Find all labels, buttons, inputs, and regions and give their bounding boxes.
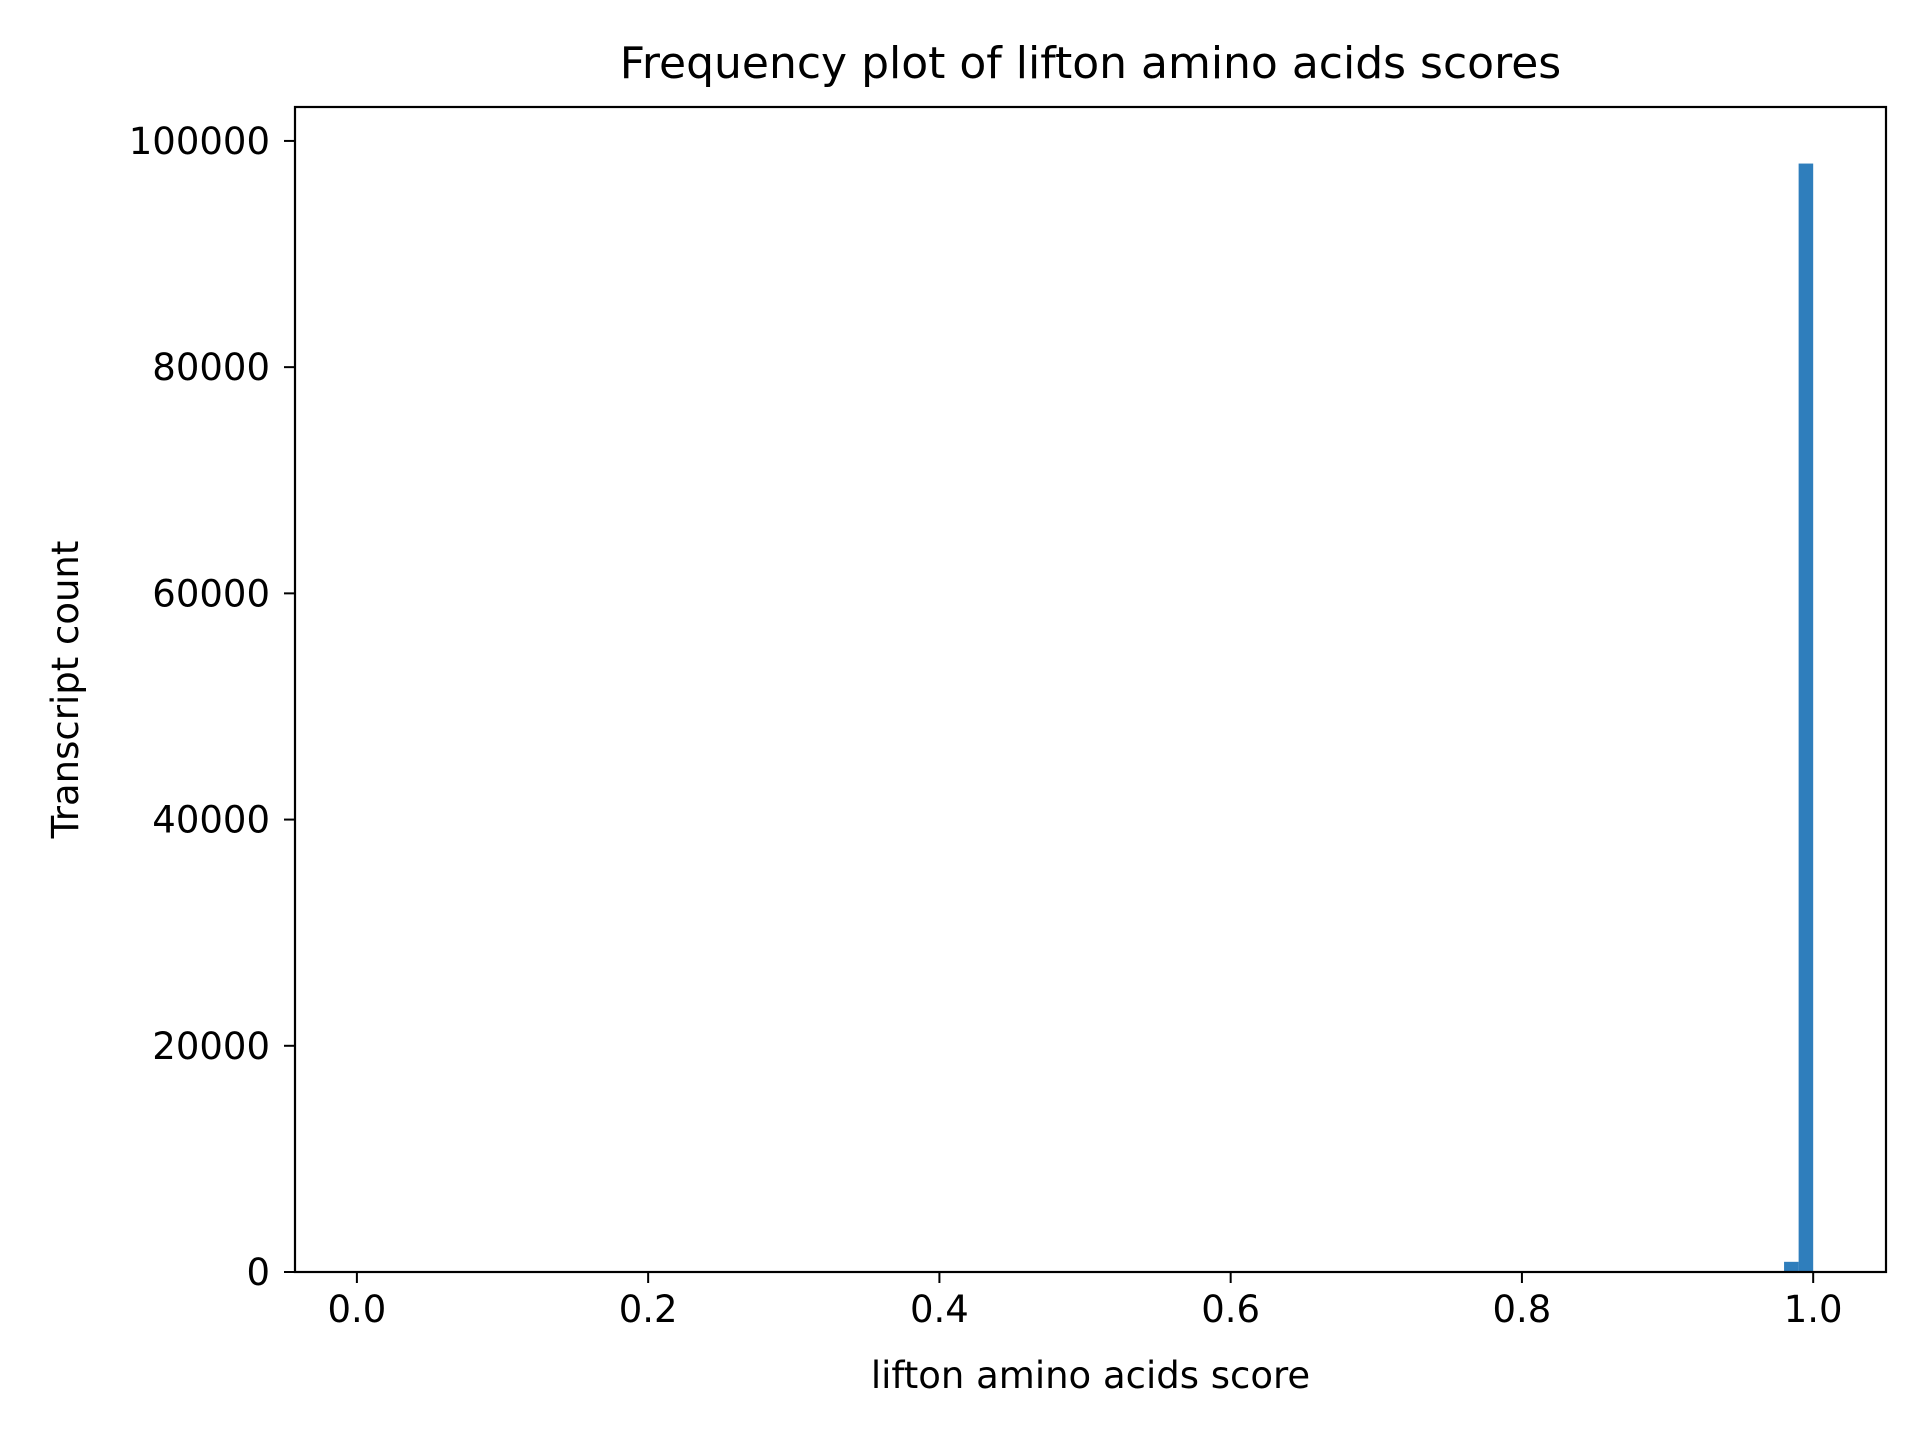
histogram-bar-0 <box>1784 1261 1799 1272</box>
x-tick-label: 0.0 <box>327 1288 386 1331</box>
histogram-bar-1 <box>1798 163 1814 1273</box>
y-axis-label: Transcript count <box>44 541 87 840</box>
y-axis-ticks: 0 20000 40000 60000 80000 100000 <box>129 120 295 1294</box>
y-tick-label: 100000 <box>129 120 270 163</box>
x-tick-label: 0.6 <box>1201 1288 1260 1331</box>
y-tick-label: 60000 <box>152 572 270 615</box>
x-axis-label: lifton amino acids score <box>871 1354 1310 1397</box>
x-tick-label: 0.4 <box>910 1288 969 1331</box>
y-tick-label: 80000 <box>152 346 270 389</box>
x-tick-label: 0.8 <box>1493 1288 1552 1331</box>
bars-layer <box>1784 163 1814 1273</box>
x-tick-label: 0.2 <box>619 1288 678 1331</box>
plot-area-frame <box>293 105 1888 1274</box>
chart-title: Frequency plot of lifton amino acids sco… <box>620 38 1561 89</box>
y-tick-label: 20000 <box>152 1025 270 1068</box>
y-tick-label: 40000 <box>152 799 270 842</box>
x-tick-label: 1.0 <box>1784 1288 1843 1331</box>
y-tick-label: 0 <box>246 1251 270 1294</box>
x-axis-ticks: 0.0 0.2 0.4 0.6 0.8 1.0 <box>327 1272 1843 1331</box>
